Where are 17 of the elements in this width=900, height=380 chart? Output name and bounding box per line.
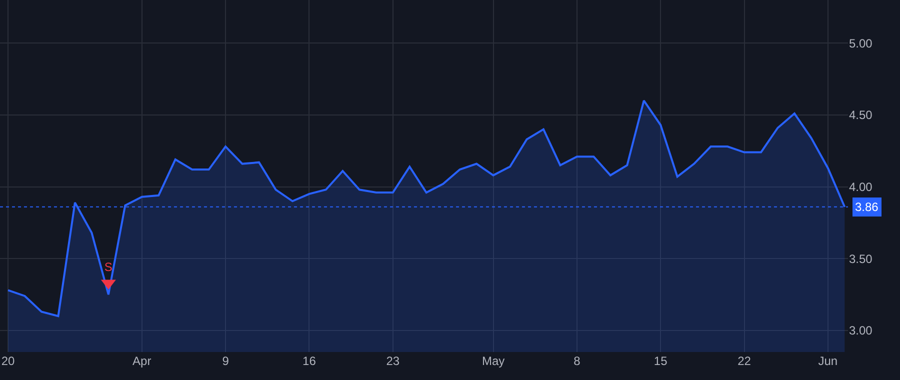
x-tick-label: 23 [386,354,400,368]
x-tick-label: 9 [222,354,230,368]
ref-line-label: 3.86 [855,200,879,214]
y-tick-label: 4.00 [849,180,873,194]
x-tick-label: Apr [132,354,152,368]
y-tick-label: 3.50 [849,252,873,266]
y-tick-label: 3.00 [849,324,873,338]
y-tick-label: 4.50 [849,108,873,122]
y-tick-label: 5.00 [849,36,873,50]
x-tick-label: 20 [1,354,16,368]
x-tick-label: May [482,354,505,368]
x-tick-label: 22 [738,354,752,368]
x-tick-label: Jun [818,354,838,368]
x-tick-label: 15 [654,354,668,368]
data-label: S [104,260,112,274]
x-tick-label: 8 [574,354,581,368]
x-tick-label: 16 [302,354,316,368]
